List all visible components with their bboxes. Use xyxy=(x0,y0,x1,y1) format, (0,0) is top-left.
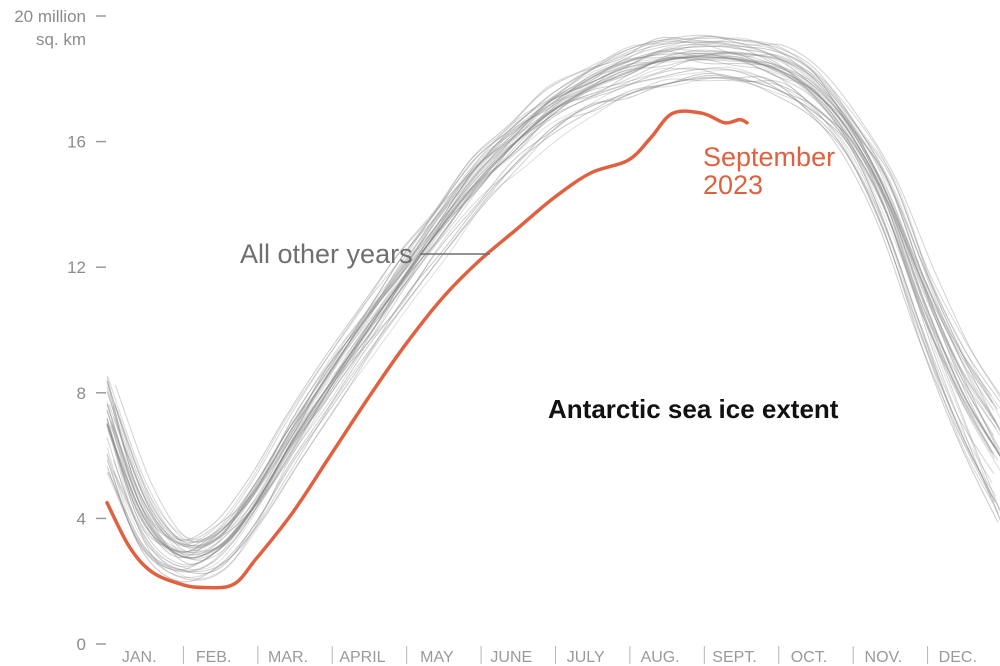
other-year-series-line xyxy=(114,77,1000,580)
x-axis: JAN. FEB. MAR. APRIL MAY JUNE JULY AUG. SEPT. OCT… xyxy=(122,646,977,666)
x-tick-label: APRIL xyxy=(339,649,385,666)
x-tick-label: NOV. xyxy=(865,649,903,666)
other-year-series-line xyxy=(114,36,1000,543)
y-axis: 0 4 8 12 16 20 million sq. km xyxy=(14,7,106,654)
other-year-series-line xyxy=(106,58,992,556)
x-tick-label: MAR. xyxy=(268,649,308,666)
other-year-series-line xyxy=(112,76,1000,581)
other-year-series-line xyxy=(108,43,1000,554)
y-unit-label-line2: sq. km xyxy=(36,30,86,49)
other-year-series-line xyxy=(106,45,997,546)
other-year-series-line xyxy=(112,51,1000,561)
x-tick-label: JAN. xyxy=(122,649,157,666)
other-year-series-line xyxy=(106,55,998,556)
other-year-series-line xyxy=(106,49,997,553)
september-2023-line xyxy=(105,109,749,590)
other-year-series-line xyxy=(106,43,1000,547)
other-year-series-line xyxy=(112,74,1000,573)
y-unit-label-line1: 20 million xyxy=(14,7,86,26)
chart-title: Antarctic sea ice extent xyxy=(548,394,839,424)
x-tick-label: FEB. xyxy=(196,649,232,666)
other-year-series-line xyxy=(110,54,1000,560)
other-year-series-line xyxy=(106,56,999,566)
y-tick-label: 0 xyxy=(77,635,86,654)
other-year-series-line xyxy=(110,56,1000,554)
other-year-series-line xyxy=(106,45,999,549)
x-tick-label: DEC. xyxy=(939,649,977,666)
other-year-series-line xyxy=(106,41,998,543)
other-years-annotation: All other years xyxy=(240,239,413,269)
other-year-series-line xyxy=(106,77,999,583)
x-tick-label: SEPT. xyxy=(712,649,756,666)
current-year-annotation-line1: September xyxy=(703,142,835,172)
other-year-series-line xyxy=(106,37,1000,541)
other-year-series-line xyxy=(106,54,995,553)
other-year-series-line xyxy=(106,34,1000,541)
y-tick-label: 12 xyxy=(67,258,86,277)
other-year-series-line xyxy=(114,41,1000,549)
current-year-line xyxy=(105,109,749,590)
x-tick-label: MAY xyxy=(420,649,454,666)
other-year-series-line xyxy=(106,69,997,571)
other-year-series-line xyxy=(106,37,993,545)
other-years-lines xyxy=(106,34,1000,583)
other-year-series-line xyxy=(106,50,995,553)
other-year-series-line xyxy=(106,78,1000,579)
x-tick-label: OCT. xyxy=(791,649,827,666)
other-year-series-line xyxy=(106,52,994,558)
other-years-median-line xyxy=(106,55,1000,559)
other-year-series-line xyxy=(106,52,996,554)
other-year-series-line xyxy=(106,53,995,556)
other-year-series-line xyxy=(107,35,1000,543)
current-year-annotation-line2: 2023 xyxy=(703,170,763,200)
y-tick-label: 8 xyxy=(77,384,86,403)
other-year-series-line xyxy=(106,58,995,568)
other-year-series-line xyxy=(106,67,992,571)
other-year-series-line xyxy=(106,40,995,547)
y-tick-label: 16 xyxy=(67,133,86,152)
x-tick-label: JUNE xyxy=(490,649,532,666)
other-year-series-line xyxy=(106,68,996,573)
y-tick-label: 4 xyxy=(77,509,86,528)
x-tick-label: AUG. xyxy=(641,649,680,666)
other-year-series-line xyxy=(106,36,993,541)
other-year-series-line xyxy=(114,52,1000,547)
other-year-series-line xyxy=(107,73,1000,575)
x-tick-label: JULY xyxy=(567,649,605,666)
